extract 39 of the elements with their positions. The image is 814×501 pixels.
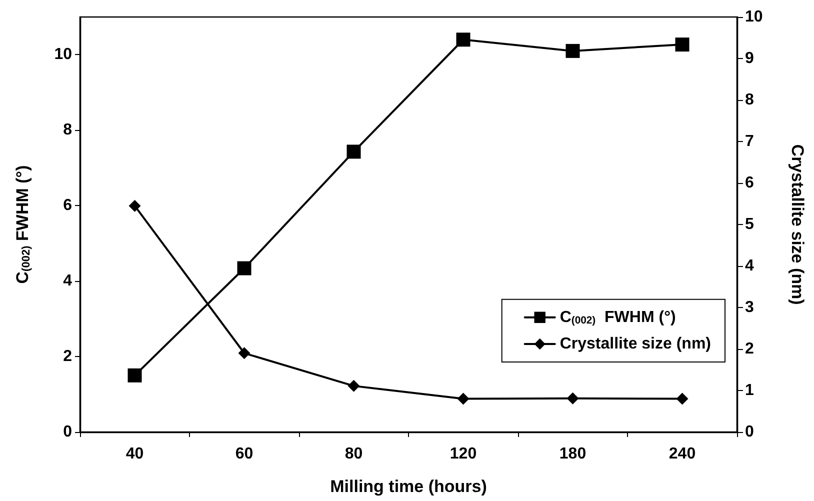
x-tick-label: 120 — [450, 446, 477, 462]
x-tick-label: 240 — [668, 446, 696, 462]
y-tick-label: 2 — [63, 348, 72, 366]
y2-tick-label: 0 — [745, 424, 754, 440]
y2-tick-label: 9 — [745, 50, 754, 67]
x-tick-label: 60 — [235, 446, 254, 462]
y2-axis-title: Crystallite size (nm) — [788, 144, 807, 305]
y-tick-label: 6 — [63, 197, 72, 214]
x-tick-label: 180 — [559, 446, 586, 462]
y2-tick-label: 10 — [745, 8, 763, 26]
x-tick-label: 40 — [126, 446, 144, 462]
point — [675, 38, 690, 52]
y2-tick-label: 8 — [745, 92, 754, 108]
point — [128, 200, 141, 212]
point — [566, 44, 580, 58]
y-axis-title: C(002) FWHM (°) — [13, 165, 32, 284]
legend-label: Crystallite size (nm) — [560, 336, 711, 352]
y-tick-label: 8 — [63, 122, 72, 139]
point — [346, 144, 361, 159]
point — [456, 32, 470, 47]
point — [676, 392, 688, 405]
y2-tick-label: 6 — [745, 174, 754, 192]
point — [566, 392, 579, 404]
point — [348, 380, 360, 392]
y2-tick-label: 4 — [745, 258, 754, 274]
y2-tick-label: 5 — [745, 216, 754, 233]
x-tick-label: 80 — [344, 446, 363, 462]
point — [238, 347, 250, 360]
y-tick-label: 4 — [63, 272, 72, 290]
y-tick-label: 0 — [63, 424, 72, 440]
y2-tick-label: 2 — [745, 340, 754, 358]
y-tick-label: 10 — [54, 46, 72, 64]
y2-tick-label: 7 — [745, 133, 754, 150]
x-axis-title: Milling time (hours) — [330, 477, 487, 496]
point — [457, 392, 470, 405]
point — [237, 261, 252, 276]
y2-tick-label: 1 — [745, 382, 754, 399]
point — [128, 368, 142, 382]
y2-tick-label: 3 — [745, 299, 754, 316]
